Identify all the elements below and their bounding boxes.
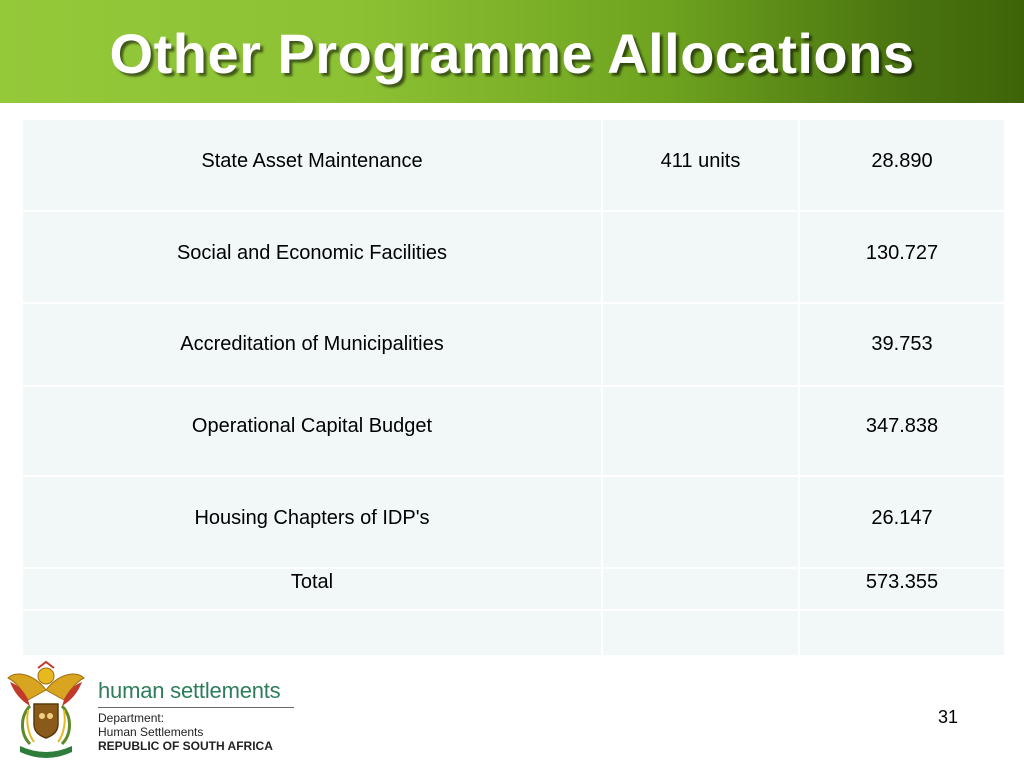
units-cell: [601, 210, 800, 304]
page-number: 31: [938, 707, 959, 727]
programme-cell: State Asset Maintenance: [21, 118, 603, 212]
empty-cell: [601, 609, 800, 657]
amount-cell: 39.753: [798, 302, 1006, 387]
department-label: Department:: [98, 711, 165, 725]
table-row: State Asset Maintenance 411 units 28.890: [21, 118, 1006, 212]
programme-cell: Social and Economic Facilities: [21, 210, 603, 304]
empty-cell: [21, 609, 603, 657]
total-label: Total: [21, 567, 603, 611]
empty-cell: [798, 609, 1006, 657]
allocation-table-container: State Asset Maintenance 411 units 28.890…: [21, 118, 1006, 657]
table-row: Social and Economic Facilities 130.727: [21, 210, 1006, 304]
brand-divider: [98, 707, 294, 708]
units-cell: [601, 385, 800, 477]
total-row: Total 573.355: [21, 567, 1006, 611]
programme-cell: Operational Capital Budget: [21, 385, 603, 477]
amount-cell: 28.890: [798, 118, 1006, 212]
allocation-table: State Asset Maintenance 411 units 28.890…: [21, 118, 1006, 657]
amount-cell: 26.147: [798, 475, 1006, 569]
table-row: Housing Chapters of IDP's 26.147: [21, 475, 1006, 569]
country-name: REPUBLIC OF SOUTH AFRICA: [98, 739, 273, 753]
total-units-cell: [601, 567, 800, 611]
units-cell: [601, 475, 800, 569]
amount-cell: 347.838: [798, 385, 1006, 477]
department-block: Department: Human Settlements REPUBLIC O…: [98, 711, 273, 753]
table-row: Accreditation of Municipalities 39.753: [21, 302, 1006, 387]
programme-cell: Housing Chapters of IDP's: [21, 475, 603, 569]
department-name: Human Settlements: [98, 725, 204, 739]
coat-of-arms-icon: [7, 660, 85, 758]
empty-row: [21, 609, 1006, 657]
slide-title: Other Programme Allocations: [109, 22, 915, 85]
table-row: Operational Capital Budget 347.838: [21, 385, 1006, 477]
title-bar: Other Programme Allocations: [0, 0, 1024, 103]
brand-name: human settlements: [98, 678, 281, 703]
programme-cell: Accreditation of Municipalities: [21, 302, 603, 387]
units-cell: [601, 302, 800, 387]
units-cell: 411 units: [601, 118, 800, 212]
total-amount: 573.355: [798, 567, 1006, 611]
amount-cell: 130.727: [798, 210, 1006, 304]
